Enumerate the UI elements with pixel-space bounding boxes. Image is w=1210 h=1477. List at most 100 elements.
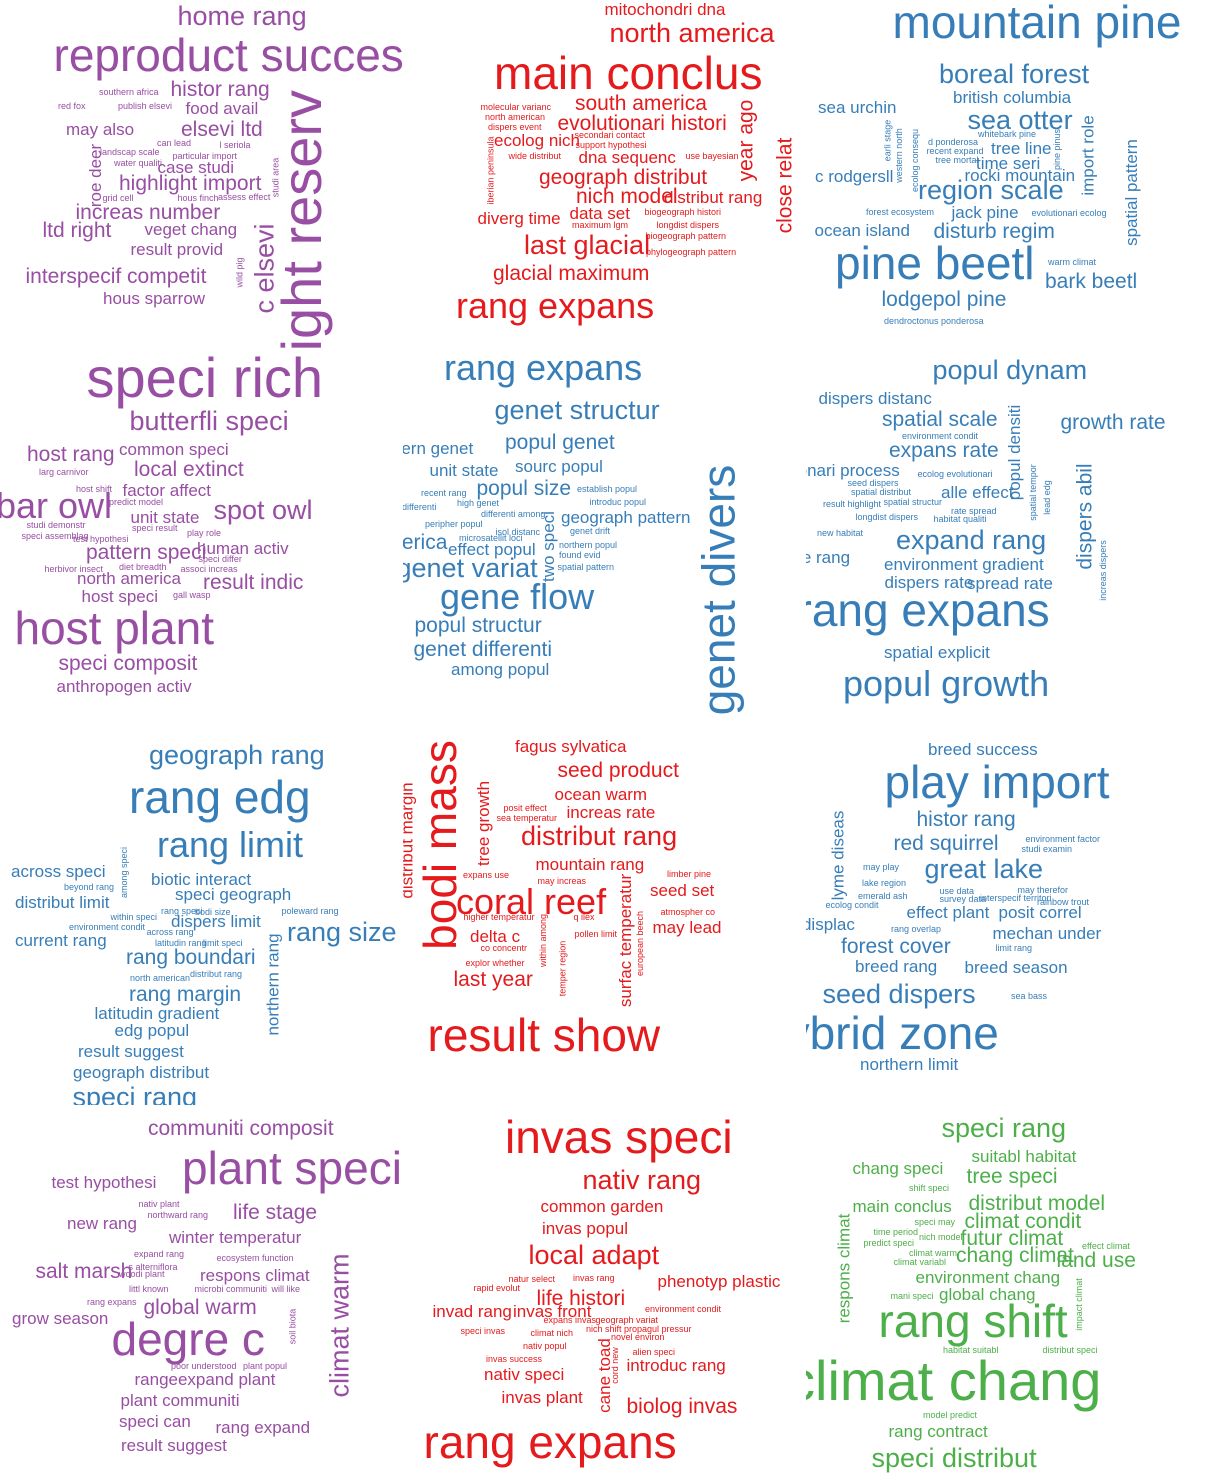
word-studi-area: studi area	[270, 157, 281, 197]
word-speci-assemblag: speci assemblag	[21, 530, 89, 541]
word-distribut-rang: distribut rang	[190, 968, 243, 979]
word-glacial-maximum: glacial maximum	[493, 261, 650, 285]
word-global-warm: global warm	[143, 1295, 257, 1319]
word-longdist-dispers: longdist dispers	[855, 511, 919, 522]
word-interspecif-competit: interspecif competit	[25, 264, 207, 288]
word-speci-differ: speci differ	[198, 553, 242, 564]
word-may-play: may play	[863, 861, 900, 872]
word-breed-rang: breed rang	[855, 956, 938, 976]
word-plant-communiti: plant communiti	[120, 1390, 240, 1410]
word-maximum-lgm: maximum lgm	[572, 219, 629, 230]
word-rate-spread: rate spread	[951, 505, 997, 516]
word-temper-region: temper region	[557, 940, 568, 996]
word-time-period: time period	[873, 1226, 919, 1237]
word-cloud-panel-6: popul dynam dispers distanc spatial scale p…	[806, 350, 1209, 730]
word-suitabl-habitat: suitabl habitat	[971, 1146, 1077, 1166]
word-elsevi-ltd: elsevi ltd	[181, 117, 263, 141]
word-play-import: play import	[884, 756, 1110, 808]
word-seed-set: seed set	[650, 880, 715, 900]
word-close-relat: close relat	[773, 137, 797, 233]
word-climat-condit: climat condit	[964, 1209, 1082, 1233]
word-cloud-panel-5: rang expans genet structur genet divers pat…	[403, 350, 806, 730]
word-secondari-contact: secondari contact	[574, 129, 646, 140]
word-effect-popul: effect popul	[448, 539, 536, 559]
word-climat-variabl: climat variabl	[893, 1256, 947, 1267]
word-geograph-distribut: geograph distribut	[73, 1062, 210, 1082]
word-cloud-panel-1: home rang reproduct success right reserv c …	[0, 0, 404, 350]
word-pollen-limit: pollen limit	[574, 928, 618, 939]
word-iberian-peninsula: iberian peninsula	[485, 135, 496, 205]
word-jack-pine: jack pine	[951, 202, 1019, 222]
word-spatial-distribut: spatial distribut	[851, 486, 912, 497]
word-human-activ: human activ	[197, 538, 289, 558]
word-gene-flow: gene flow	[440, 576, 595, 617]
word-within-speci: within speci	[110, 911, 158, 922]
word-speci-distribut: speci distribut	[871, 1442, 1037, 1473]
word-across-speci: across speci	[11, 861, 106, 881]
word-expans-rate: expans rate	[889, 438, 999, 462]
word-climat-warm: climat warm	[324, 1252, 355, 1398]
word-mechan-under: mechan under	[992, 923, 1102, 943]
word-mani-speci: mani speci	[890, 1290, 934, 1301]
word-rang-expans: rang expans	[456, 285, 655, 326]
word-plant-speci: plant speci	[182, 1142, 402, 1194]
word-unit-state: unit state	[429, 460, 499, 480]
word-lake-region: lake region	[862, 877, 907, 888]
word-respons-climat: respons climat	[834, 1213, 854, 1323]
word-speci-geograph: speci geograph	[175, 884, 292, 904]
word-may-also: may also	[66, 119, 135, 139]
word-nativ-rang: nativ rang	[582, 1164, 702, 1195]
word-support-hypothesi: support hypothesi	[575, 139, 647, 150]
word-import-role: import role	[1078, 114, 1098, 196]
word-latitudin-rang: latitudin rang	[155, 937, 207, 948]
word-use-bayesian: use bayesian	[685, 150, 739, 161]
word-higher-temperatur: higher temperatur	[463, 911, 535, 922]
word-cloud-panel-4: speci rich butterfli speci host rang common…	[0, 350, 403, 730]
word-spatial-pattern: spatial pattern	[1121, 138, 1141, 246]
word-isol-distanc: isol distanc	[495, 526, 541, 537]
word-alien-speci: alien speci	[632, 1346, 676, 1357]
word-speci-composit: speci composit	[58, 651, 198, 675]
word-genet-divers: genet divers	[691, 464, 744, 716]
word-result-show: result show	[427, 1009, 661, 1061]
word-can-lead: can lead	[157, 137, 192, 148]
word-speci-rang: speci rang	[941, 1112, 1067, 1143]
word-may-lead: may lead	[652, 917, 722, 937]
word-cloud-panel-7: geograph rang rang edg rang limit among spe…	[0, 730, 403, 1105]
word-plant-popul: plant popul	[243, 1360, 288, 1371]
word-dispers-limit: dispers limit	[171, 911, 261, 931]
word-mountain-pine: mountain pine	[892, 0, 1182, 48]
word-life-stage: life stage	[233, 1200, 318, 1224]
word-cloud-panel-11: invas speci nativ rang common garden invas …	[403, 1105, 806, 1477]
word-bar-owl: bar owl	[0, 485, 113, 526]
word-local-adapt: local adapt	[528, 1239, 660, 1270]
word-edg-popul: edg popul	[114, 1020, 190, 1040]
word-main-conclus: main conclus	[494, 47, 763, 99]
word-degre-c: degre c	[111, 1313, 265, 1365]
word-chang-speci: chang speci	[852, 1158, 944, 1178]
word-lyme-diseas: lyme diseas	[828, 810, 848, 900]
word-current-rang: current rang	[15, 930, 107, 950]
word-nativ-speci: nativ speci	[484, 1364, 565, 1384]
word-western-north: western north	[893, 127, 904, 183]
word-speci-rich: speci rich	[86, 350, 324, 409]
word-alle-effect: alle effect	[941, 482, 1014, 502]
word-main-conclus: main conclus	[852, 1196, 952, 1216]
word-host-plant: host plant	[14, 602, 214, 654]
word-veget-chang: veget chang	[144, 219, 238, 239]
word-speci-may: speci may	[914, 1216, 956, 1227]
word-disturb-regim: disturb regim	[933, 219, 1055, 243]
word-spatial-scale: spatial scale	[882, 407, 998, 431]
word-distribut-limit: distribut limit	[15, 892, 110, 912]
word-right-reserv: right reserv	[270, 89, 334, 350]
word-earli-stage: earli stage	[882, 119, 893, 161]
word-hous-finch: hous finch	[177, 192, 219, 203]
word-seed-dispers: seed dispers	[822, 978, 976, 1009]
word-nich-shift: nich shift	[586, 1323, 622, 1334]
word-among-speci: among speci	[118, 846, 129, 898]
word-seed-dispers: seed dispers	[847, 477, 899, 488]
word-dispers-event: dispers event	[488, 121, 542, 132]
word-northern-popul: northern popul	[559, 539, 618, 550]
word-sea-urchin: sea urchin	[818, 97, 897, 117]
word-north-american: north american	[485, 111, 546, 122]
